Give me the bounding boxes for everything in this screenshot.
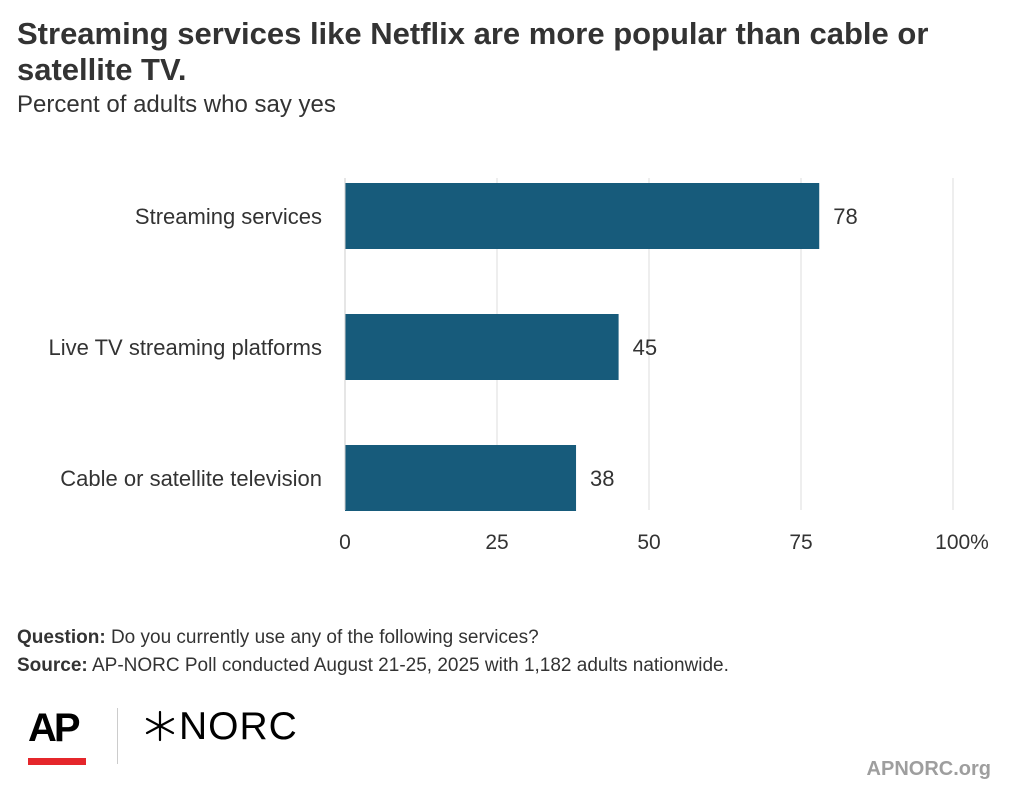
logo-divider: [117, 708, 118, 764]
category-label-2: Cable or satellite television: [60, 466, 322, 491]
site-url: APNORC.org: [866, 758, 991, 780]
question-text: Do you currently use any of the followin…: [110, 627, 539, 648]
source-text: AP-NORC Poll conducted August 21-25, 202…: [91, 655, 729, 676]
x-tick-label-2: 50: [637, 531, 660, 554]
chart-title: Streaming services like Netflix are more…: [17, 16, 929, 87]
x-tick-label-3: 75: [789, 531, 812, 554]
ap-logo-text: AP: [28, 706, 81, 750]
x-tick-label-1: 25: [485, 531, 508, 554]
ap-logo-bar: [28, 758, 86, 765]
norc-star-icon: [145, 710, 175, 742]
bar-chart: Streaming services 78 Live TV streaming pl…: [49, 178, 989, 554]
value-label-1: 45: [633, 335, 657, 360]
bar-0: [345, 183, 820, 249]
category-label-1: Live TV streaming platforms: [49, 335, 322, 360]
x-tick-label-0: 0: [339, 531, 351, 554]
value-label-0: 78: [833, 204, 857, 229]
chart-subtitle: Percent of adults who say yes: [17, 91, 336, 118]
source-label: Source:: [17, 655, 88, 676]
question-note: Question: Do you currently use any of th…: [17, 626, 539, 650]
value-label-2: 38: [590, 466, 614, 491]
bar-1: [345, 314, 619, 380]
category-label-0: Streaming services: [135, 204, 322, 229]
ap-logo: AP: [28, 708, 88, 766]
question-label: Question:: [17, 627, 106, 648]
source-note: Source: AP-NORC Poll conducted August 21…: [17, 654, 729, 678]
x-tick-label-4: 100%: [935, 531, 989, 554]
bar-2: [345, 445, 577, 511]
norc-logo-text: NORC: [179, 705, 298, 748]
